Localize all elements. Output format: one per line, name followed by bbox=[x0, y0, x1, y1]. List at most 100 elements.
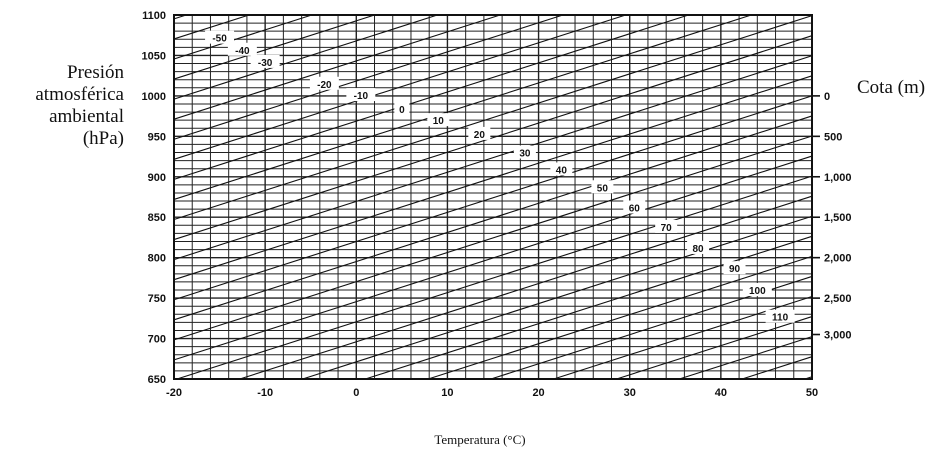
curve-label-box bbox=[742, 283, 772, 297]
right-axis-tick-label: 0 bbox=[824, 91, 830, 103]
y-tick-label: 750 bbox=[148, 293, 166, 305]
curve-label: 80 bbox=[693, 244, 705, 255]
y-axis-label: Presión atmosférica ambiental (hPa) bbox=[2, 62, 124, 150]
diagonal-line bbox=[173, 155, 813, 361]
diagonal-line bbox=[173, 35, 813, 241]
diagonal-line bbox=[616, 316, 813, 380]
right-axis-tick-label: 500 bbox=[824, 131, 842, 143]
diagonal-line bbox=[173, 14, 626, 160]
curve-label-box bbox=[468, 126, 491, 140]
x-tick-label: 20 bbox=[532, 387, 544, 399]
diagonal-line bbox=[176, 175, 813, 380]
diagonal-line bbox=[741, 356, 813, 380]
diagonal-line bbox=[173, 135, 813, 341]
curve-label-box bbox=[394, 101, 410, 115]
curve-label: 20 bbox=[474, 130, 486, 141]
curve-label: 50 bbox=[597, 183, 609, 194]
diagonal-line bbox=[679, 336, 813, 380]
curve-label-box bbox=[723, 261, 746, 275]
diagonal-line bbox=[173, 15, 813, 221]
x-tick-label: -10 bbox=[257, 387, 273, 399]
curve-label-box bbox=[591, 180, 614, 194]
diagonal-line bbox=[302, 215, 813, 380]
curve-label-box bbox=[687, 240, 710, 254]
y-axis-label-line-4: (hPa) bbox=[82, 128, 124, 149]
right-axis-label: Cota (m) bbox=[857, 77, 926, 98]
diagonal-line bbox=[173, 14, 250, 40]
curve-label-box bbox=[250, 54, 280, 68]
curve-label: 70 bbox=[661, 223, 673, 234]
diagonal-line bbox=[173, 95, 813, 301]
x-tick-label: 0 bbox=[353, 387, 359, 399]
y-tick-label: 700 bbox=[148, 334, 166, 346]
curve-label-box bbox=[550, 162, 573, 176]
curve-label-box bbox=[623, 200, 646, 214]
curve-label: 110 bbox=[772, 313, 789, 324]
grid-layer bbox=[173, 14, 813, 380]
diagonal-line bbox=[173, 14, 564, 140]
x-axis-label: Temperatura (°C) bbox=[434, 432, 526, 447]
curve-label: -40 bbox=[235, 46, 250, 57]
right-axis-tick-label: 2,000 bbox=[824, 253, 852, 265]
curve-label: -10 bbox=[354, 91, 369, 102]
y-tick-label: 950 bbox=[148, 131, 166, 143]
y-tick-label: 1100 bbox=[142, 10, 166, 22]
x-tick-label: 50 bbox=[806, 387, 818, 399]
curve-label-box bbox=[346, 88, 376, 102]
diagonal-line bbox=[173, 14, 689, 180]
diagonal-line bbox=[428, 255, 813, 380]
right-axis-tick-label: 3,000 bbox=[824, 330, 852, 342]
x-tick-label: -20 bbox=[166, 387, 182, 399]
y-tick-label: 1050 bbox=[142, 50, 166, 62]
curve-label: 10 bbox=[433, 116, 445, 127]
diagonal-line bbox=[173, 75, 813, 281]
curve-label: 30 bbox=[519, 149, 531, 160]
curve-label-box bbox=[427, 113, 450, 127]
diagonal-line bbox=[365, 235, 813, 380]
curve-label-box bbox=[513, 145, 536, 159]
x-tick-labels: -20 -10 0 10 20 30 40 50 bbox=[166, 387, 818, 399]
diagonal-line bbox=[173, 14, 375, 80]
curve-label-box bbox=[655, 219, 678, 233]
plot-frame bbox=[173, 14, 813, 380]
right-axis-tick-label: 2,500 bbox=[824, 293, 852, 305]
curve-label: -50 bbox=[212, 34, 227, 45]
diagonal-lines-layer bbox=[173, 14, 813, 380]
y-axis-label-line-2: atmosférica bbox=[35, 84, 124, 105]
right-axis-ticks: 0 500 1,000 1,500 2,000 2,500 3,000 bbox=[812, 91, 852, 342]
x-tick-label: 40 bbox=[715, 387, 727, 399]
curve-label-box bbox=[227, 42, 257, 56]
diagonal-line bbox=[553, 295, 813, 380]
x-tick-label: 30 bbox=[624, 387, 636, 399]
curve-label-box bbox=[205, 30, 235, 44]
curve-label-box bbox=[765, 309, 795, 323]
y-tick-label: 1000 bbox=[142, 91, 166, 103]
diagonal-line bbox=[173, 14, 501, 120]
curve-label: 40 bbox=[556, 165, 568, 176]
y-axis-label-line-1: Presión bbox=[67, 62, 124, 83]
diagonal-line bbox=[173, 115, 813, 321]
y-tick-label: 650 bbox=[148, 374, 166, 386]
curve-label: 0 bbox=[399, 105, 405, 116]
y-tick-labels: 1100 1050 1000 950 900 850 800 750 700 650 bbox=[142, 10, 166, 386]
curve-label: -20 bbox=[317, 80, 332, 91]
diagonal-line bbox=[173, 14, 312, 60]
curve-label: 60 bbox=[629, 204, 641, 215]
diagonal-line bbox=[173, 14, 752, 200]
curve-label-box bbox=[309, 76, 339, 90]
curve-label: 90 bbox=[729, 264, 741, 275]
y-tick-label: 900 bbox=[148, 172, 166, 184]
x-tick-label: 10 bbox=[441, 387, 453, 399]
y-tick-label: 800 bbox=[148, 253, 166, 265]
right-axis-tick-label: 1,000 bbox=[824, 172, 852, 184]
curve-labels: -50 -40 -30 -20 -10 0 10 20 30 40 50 60 70 80 90 100 110 bbox=[205, 30, 795, 324]
diagonal-line bbox=[173, 14, 438, 100]
curve-label: -30 bbox=[258, 58, 273, 69]
y-tick-label: 850 bbox=[148, 212, 166, 224]
y-axis-label-line-3: ambiental bbox=[49, 106, 124, 127]
right-axis-tick-label: 1,500 bbox=[824, 212, 852, 224]
diagonal-line bbox=[173, 55, 813, 261]
curve-label: 100 bbox=[749, 286, 766, 297]
diagonal-line bbox=[239, 195, 813, 380]
